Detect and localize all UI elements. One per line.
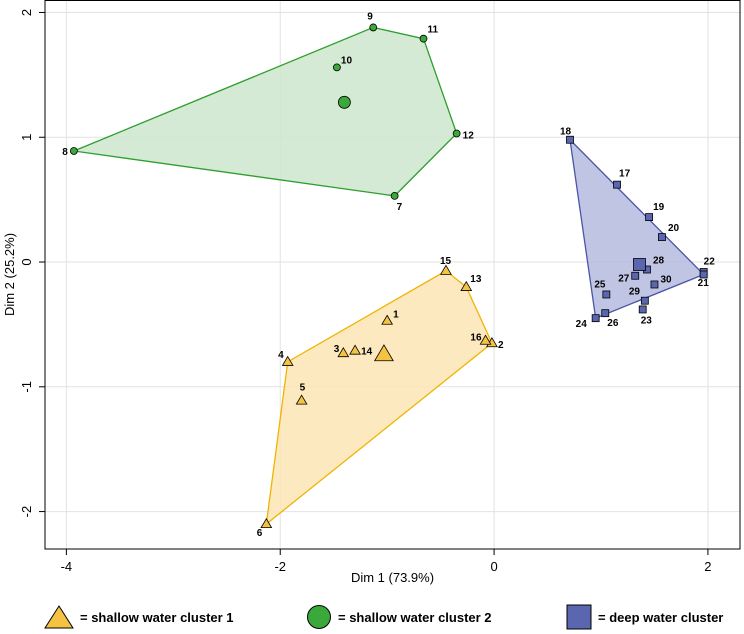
point-22 bbox=[699, 270, 708, 279]
point-4 bbox=[281, 355, 294, 366]
legend-item-shallow-cluster-2: = shallow water cluster 2 bbox=[306, 604, 492, 630]
legend-label-shallow-cluster-2: = shallow water cluster 2 bbox=[338, 609, 492, 625]
point-25 bbox=[602, 290, 611, 299]
point-label-11: 11 bbox=[428, 25, 439, 36]
hull-series-0 bbox=[265, 269, 493, 526]
point-14 bbox=[349, 344, 361, 355]
point-label-10: 10 bbox=[341, 55, 353, 66]
point-label-8: 8 bbox=[62, 147, 68, 158]
legend: = shallow water cluster 1 = shallow wate… bbox=[0, 598, 744, 634]
point-label-25: 25 bbox=[594, 279, 606, 290]
centroid-series-1 bbox=[337, 95, 351, 109]
data-points bbox=[69, 23, 708, 529]
point-15 bbox=[440, 264, 452, 275]
x-tick-label: 0 bbox=[490, 559, 497, 574]
point-label-4: 4 bbox=[278, 350, 284, 361]
point-label-24: 24 bbox=[576, 319, 588, 330]
point-11 bbox=[419, 34, 428, 43]
square-icon bbox=[566, 604, 592, 630]
x-tick-label: 2 bbox=[704, 559, 711, 574]
point-label-15: 15 bbox=[440, 256, 452, 267]
x-tick-label: -4 bbox=[61, 559, 73, 574]
point-label-29: 29 bbox=[629, 287, 641, 298]
point-30 bbox=[650, 280, 659, 289]
legend-label-deep-cluster: = deep water cluster bbox=[598, 609, 724, 625]
point-1 bbox=[381, 314, 394, 325]
point-13 bbox=[460, 280, 473, 291]
point-label-2: 2 bbox=[498, 340, 504, 351]
point-label-26: 26 bbox=[607, 318, 619, 329]
point-label-22: 22 bbox=[704, 257, 716, 268]
point-24 bbox=[591, 314, 600, 323]
point-label-3: 3 bbox=[334, 344, 340, 355]
point-label-5: 5 bbox=[300, 383, 306, 394]
point-10 bbox=[332, 63, 341, 72]
y-tick-label: -1 bbox=[19, 381, 34, 393]
point-label-20: 20 bbox=[668, 223, 680, 234]
legend-item-shallow-cluster-1: = shallow water cluster 1 bbox=[44, 604, 234, 630]
y-tick-label: -2 bbox=[19, 506, 34, 518]
point-label-23: 23 bbox=[641, 315, 653, 326]
point-label-17: 17 bbox=[619, 169, 631, 180]
point-8 bbox=[69, 147, 78, 155]
point-label-30: 30 bbox=[660, 274, 672, 285]
point-23 bbox=[638, 305, 647, 314]
point-20 bbox=[658, 233, 666, 241]
y-tick-label: 1 bbox=[19, 134, 34, 141]
point-label-13: 13 bbox=[470, 274, 482, 285]
centroid-series-2 bbox=[633, 258, 646, 271]
plot-frame bbox=[44, 0, 741, 550]
point-6 bbox=[260, 517, 273, 529]
point-label-18: 18 bbox=[560, 127, 572, 138]
point-label-7: 7 bbox=[397, 202, 403, 213]
x-axis-title: Dim 1 (73.9%) bbox=[351, 570, 434, 585]
circle-icon bbox=[307, 605, 331, 629]
point-5 bbox=[295, 394, 308, 405]
hull-series-2 bbox=[569, 137, 705, 320]
point-label-19: 19 bbox=[653, 202, 665, 213]
point-label-14: 14 bbox=[361, 347, 373, 358]
point-3 bbox=[337, 347, 350, 358]
legend-label-shallow-cluster-1: = shallow water cluster 1 bbox=[80, 609, 234, 625]
centroid-series-0 bbox=[373, 344, 394, 362]
legend-item-deep-cluster: = deep water cluster bbox=[566, 604, 723, 630]
point-label-12: 12 bbox=[463, 131, 475, 142]
triangle-icon bbox=[44, 605, 74, 629]
cluster-centroids bbox=[337, 95, 646, 362]
point-19 bbox=[645, 213, 654, 222]
point-labels: 1234561314151678910111217181920212223242… bbox=[62, 11, 715, 539]
point-label-1: 1 bbox=[393, 310, 399, 321]
point-label-16: 16 bbox=[470, 333, 482, 344]
point-29 bbox=[640, 296, 649, 305]
point-18 bbox=[566, 135, 574, 144]
point-label-28: 28 bbox=[653, 256, 665, 267]
x-tick-label: -2 bbox=[274, 559, 286, 574]
point-16 bbox=[479, 334, 492, 345]
point-label-27: 27 bbox=[618, 274, 630, 285]
point-7 bbox=[390, 191, 399, 200]
y-tick-label: 0 bbox=[19, 258, 34, 265]
y-tick-label: 2 bbox=[19, 9, 34, 16]
point-label-21: 21 bbox=[698, 278, 710, 289]
chart-canvas: 1234561314151678910111217181920212223242… bbox=[2, 0, 741, 585]
hull-series-1 bbox=[71, 26, 458, 197]
point-label-9: 9 bbox=[367, 11, 373, 22]
point-17 bbox=[613, 180, 621, 189]
cluster-hulls bbox=[71, 26, 705, 526]
point-9 bbox=[369, 23, 378, 32]
y-axis-title: Dim 2 (25.2%) bbox=[2, 233, 17, 316]
point-12 bbox=[452, 129, 461, 138]
point-label-6: 6 bbox=[257, 528, 263, 539]
point-27 bbox=[631, 271, 640, 280]
point-26 bbox=[601, 309, 610, 318]
